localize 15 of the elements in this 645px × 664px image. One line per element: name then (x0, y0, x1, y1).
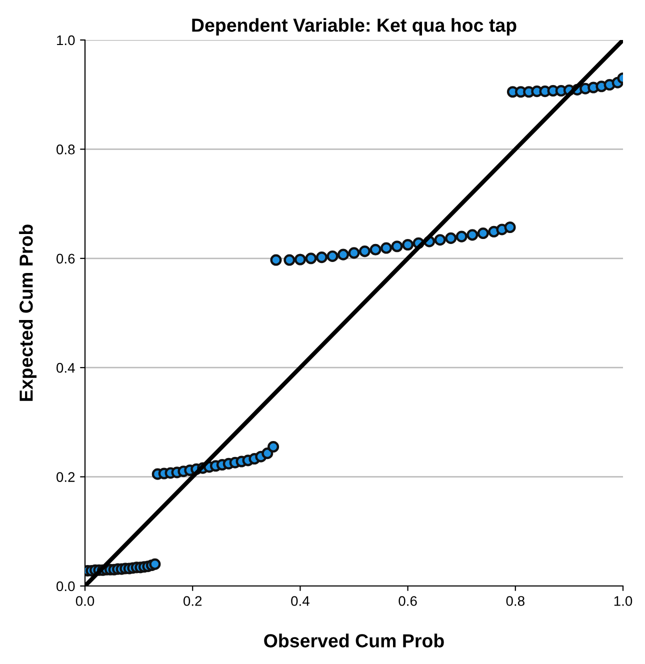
y-tick-label: 0.6 (56, 254, 75, 264)
y-tick-label: 0.4 (56, 362, 75, 373)
x-tick-label: 0.2 (183, 596, 202, 606)
x-tick-label: 0.6 (398, 596, 417, 606)
x-tick-label: 0.4 (291, 596, 310, 606)
y-tick-label: 0.8 (56, 144, 75, 154)
x-tick-label: 0.8 (506, 596, 524, 606)
y-axis-title: Expected Cum Prob (19, 224, 37, 401)
chart-title: Dependent Variable: Ket qua hoc tap (192, 18, 516, 36)
x-tick-label: 0.0 (76, 596, 94, 606)
x-axis-title: Observed Cum Prob (264, 634, 444, 648)
y-tick-label: 0.0 (56, 581, 75, 592)
x-tick-label: 1.0 (614, 596, 632, 606)
y-tick-label: 1.0 (57, 35, 75, 46)
y-tick-label: 0.2 (56, 472, 75, 482)
